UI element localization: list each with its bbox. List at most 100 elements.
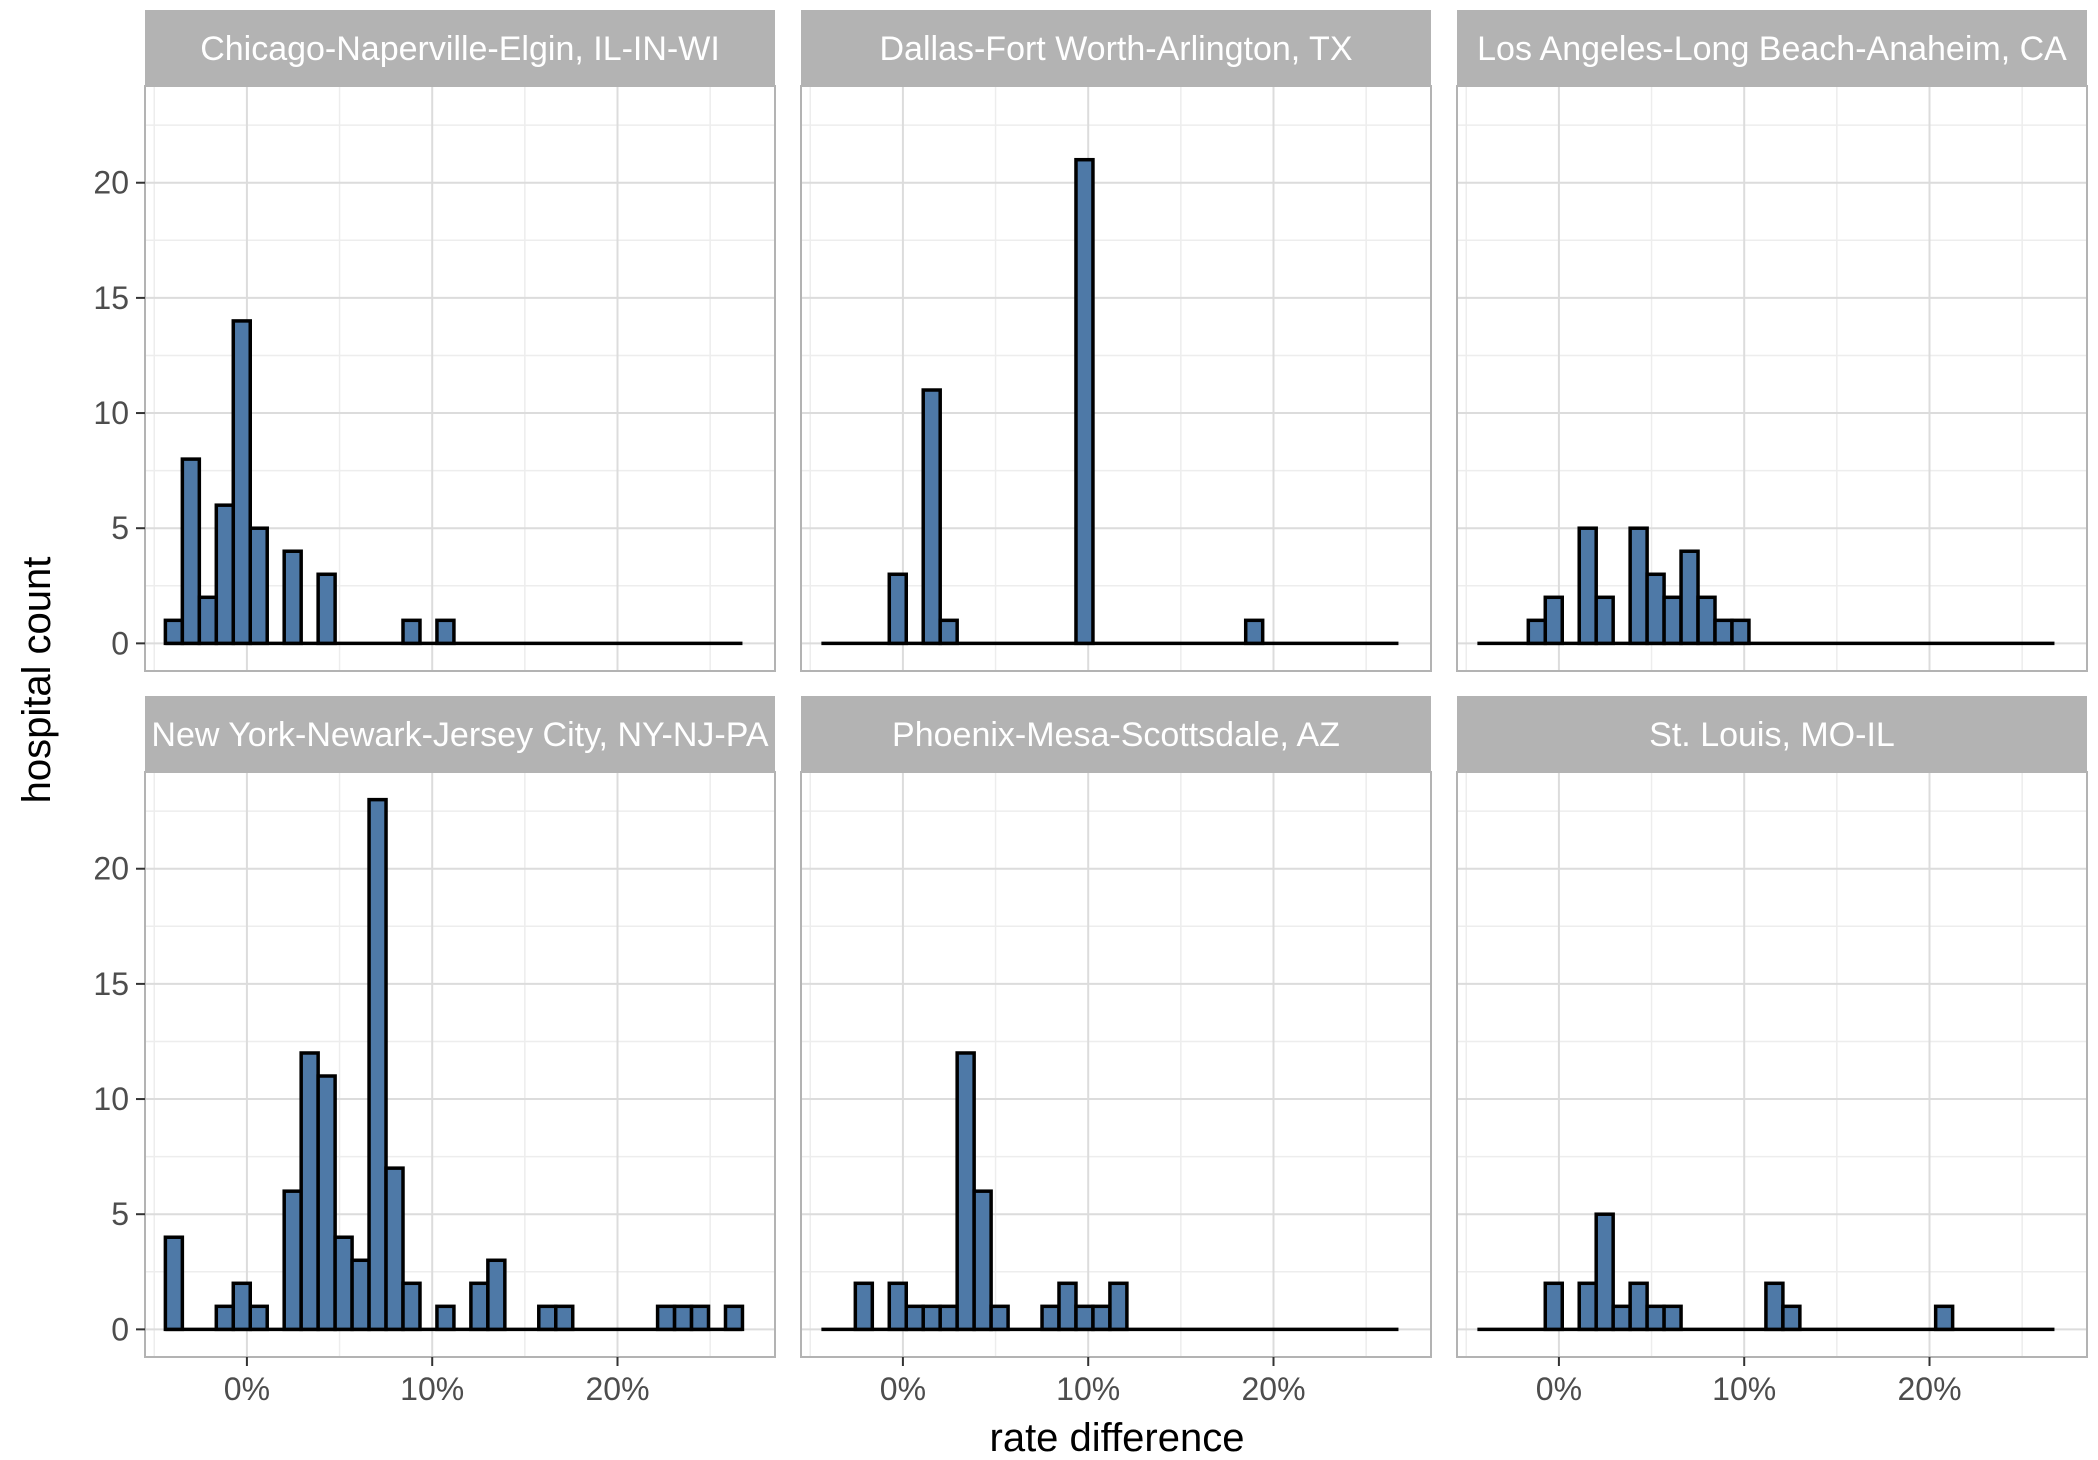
y-tick-label: 0 <box>111 1311 129 1347</box>
histogram-bar <box>1696 595 1717 646</box>
x-tick-label: 20% <box>585 1371 649 1407</box>
x-tick-label: 0% <box>880 1371 926 1407</box>
facet-strip-label: Los Angeles-Long Beach-Anaheim, CA <box>1477 30 2067 68</box>
histogram-bar <box>1933 1304 1955 1332</box>
histogram-bar <box>214 1304 236 1332</box>
facet-strip <box>1457 696 2087 772</box>
x-tick-label: 0% <box>224 1371 270 1407</box>
histogram-bars <box>853 1051 1129 1332</box>
histogram-bar <box>1764 1281 1785 1332</box>
panels-layer: Chicago-Naperville-Elgin, IL-IN-WI Dallas… <box>144 10 2088 1358</box>
histogram-bar <box>401 1281 422 1332</box>
histogram-bar <box>1057 1281 1078 1332</box>
facet-strip <box>801 10 1431 86</box>
histogram-bar <box>1645 572 1666 646</box>
histogram-bar <box>955 1051 976 1332</box>
histogram-bar <box>1628 526 1649 646</box>
facet-panel: Phoenix-Mesa-Scottsdale, AZ <box>800 696 1432 1358</box>
y-tick-label: 5 <box>111 510 129 546</box>
histogram-bar <box>1628 1281 1649 1332</box>
x-tick-label: 10% <box>1056 1371 1120 1407</box>
facet-strip-label: Dallas-Fort Worth-Arlington, TX <box>880 30 1353 68</box>
histogram-bar <box>299 1051 320 1332</box>
histogram-bar <box>938 1304 959 1332</box>
histogram-bar <box>853 1281 875 1332</box>
facet-strip <box>145 696 775 772</box>
histogram-bar <box>887 572 908 646</box>
histogram-bar <box>672 1304 694 1332</box>
histogram-bar <box>1662 595 1683 646</box>
histogram-bar <box>316 572 337 646</box>
histogram-bar <box>163 618 185 646</box>
facet-strip-label: New York-Newark-Jersey City, NY-NJ-PA <box>151 716 769 754</box>
histogram-bar <box>282 549 303 646</box>
histogram-bar <box>689 1304 711 1332</box>
histogram-bar <box>1040 1304 1061 1332</box>
x-axis-layer: 0% 10% 20% 0% 10% 20% 0% 10% 20% <box>224 1357 1962 1407</box>
y-axis-title: hospital count <box>15 557 59 804</box>
x-tick-label: 10% <box>1712 1371 1776 1407</box>
histogram-bar <box>248 526 269 646</box>
histogram-bar <box>163 1235 185 1332</box>
histogram-bar <box>537 1304 558 1332</box>
x-tick-label: 0% <box>1536 1371 1582 1407</box>
y-tick-label: 0 <box>111 625 129 661</box>
histogram-bars <box>1543 1212 1955 1332</box>
histogram-bar <box>938 618 959 646</box>
facet-panel: St. Louis, MO-IL <box>1456 696 2088 1358</box>
histogram-bar <box>486 1258 507 1332</box>
histogram-bar <box>655 1304 677 1332</box>
facet-strip <box>145 10 775 86</box>
histogram-bar <box>1577 526 1598 646</box>
histogram-bars <box>1526 526 1751 646</box>
histogram-bar <box>1108 1281 1129 1332</box>
panel-background <box>1457 86 2087 671</box>
histogram-bar <box>1526 618 1548 646</box>
histogram-bar <box>316 1074 337 1332</box>
facet-panel: Los Angeles-Long Beach-Anaheim, CA <box>1456 10 2088 672</box>
histogram-bar <box>1594 595 1615 646</box>
facet-strip-label: Chicago-Naperville-Elgin, IL-IN-WI <box>200 30 720 68</box>
y-tick-label: 5 <box>111 1196 129 1232</box>
x-tick-label: 20% <box>1897 1371 1961 1407</box>
histogram-bar <box>180 457 202 646</box>
facet-strip <box>801 696 1431 772</box>
histogram-bar <box>723 1304 745 1332</box>
histogram-bar <box>1091 1304 1112 1332</box>
histogram-bar <box>401 618 422 646</box>
histogram-bar <box>435 618 456 646</box>
facet-strip <box>1457 10 2087 86</box>
panel-background <box>801 772 1431 1357</box>
facet-strip-label: Phoenix-Mesa-Scottsdale, AZ <box>892 716 1340 754</box>
y-axis-layer: 0 5 10 15 20 0 5 10 15 20 <box>93 165 145 1347</box>
histogram-bar <box>904 1304 925 1332</box>
histogram-bar <box>214 503 236 646</box>
histogram-bar <box>1611 1304 1632 1332</box>
histogram-bar <box>197 595 219 646</box>
histogram-bar <box>1074 1304 1095 1332</box>
histogram-bar <box>1543 595 1564 646</box>
histogram-bar <box>1577 1281 1598 1332</box>
y-tick-label: 10 <box>93 395 129 431</box>
histogram-bar <box>1543 1281 1564 1332</box>
histogram-bar <box>972 1189 993 1332</box>
y-tick-label: 15 <box>93 280 129 316</box>
histogram-bar <box>989 1304 1010 1332</box>
histogram-bar <box>384 1166 405 1332</box>
y-tick-label: 15 <box>93 966 129 1002</box>
x-tick-label: 10% <box>400 1371 464 1407</box>
histogram-bar <box>435 1304 456 1332</box>
histogram-bar <box>469 1281 490 1332</box>
histogram-bar <box>333 1235 354 1332</box>
facet-strip-label: St. Louis, MO-IL <box>1649 716 1895 754</box>
histogram-bar <box>367 797 388 1332</box>
facet-panel: New York-Newark-Jersey City, NY-NJ-PA <box>144 696 776 1358</box>
histogram-bar <box>921 388 942 646</box>
histogram-bar <box>231 319 252 646</box>
x-axis-title: rate difference <box>990 1416 1245 1460</box>
histogram-bar <box>1645 1304 1666 1332</box>
panel-grid <box>801 772 1431 1357</box>
histogram-bar <box>921 1304 942 1332</box>
y-tick-label: 20 <box>93 165 129 201</box>
